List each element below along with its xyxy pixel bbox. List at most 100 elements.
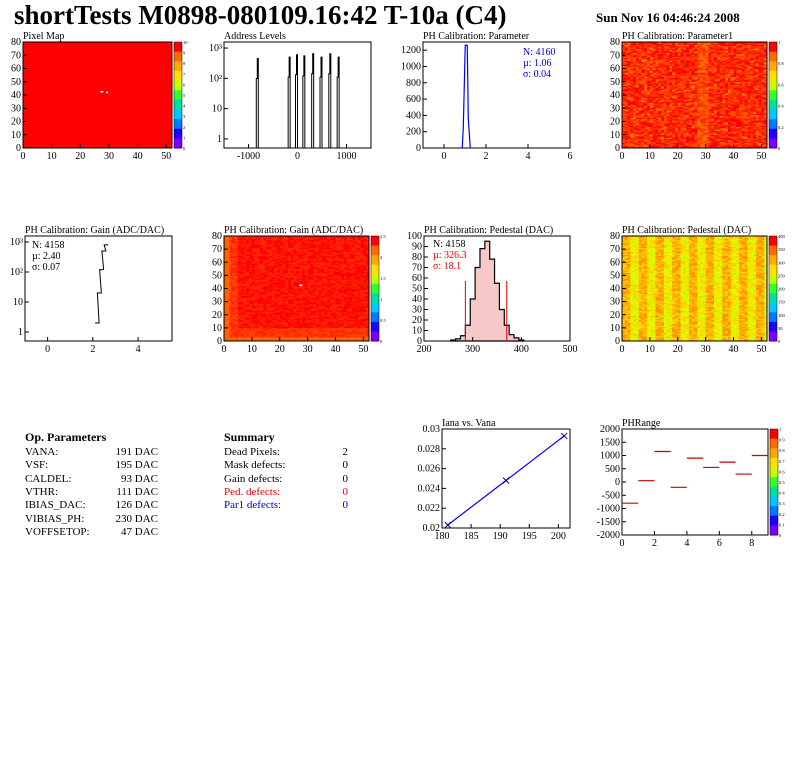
ph-cal-param1-cell — [655, 134, 659, 137]
ph-cal-param1-cell — [655, 67, 659, 69]
ph-cal-param1-cell — [758, 96, 762, 98]
ph-cal-param1-cell — [635, 118, 640, 121]
ph-cal-param1-cell — [722, 67, 726, 69]
ph-cal-param1-cell — [739, 60, 743, 63]
ph-cal-param1-cell — [739, 89, 743, 92]
ph-cal-param1-cell — [722, 121, 726, 124]
ph-cal-param1-ytick-label: 40 — [610, 90, 620, 101]
ph-cal-param1-ytick-label: 50 — [610, 77, 620, 88]
ph-cal-param1-cell — [686, 124, 690, 126]
ph-cal-param1-cell — [672, 145, 676, 147]
gain-map-cell — [243, 329, 247, 331]
ph-cal-param1-cell — [700, 137, 704, 140]
ph-cal-param1-cell — [658, 69, 662, 72]
ph-cal-param1-cell — [702, 144, 706, 146]
ph-cal-param1-cell — [663, 43, 667, 45]
ph-cal-param1-cell — [622, 136, 626, 138]
ph-cal-param1-cell — [661, 105, 665, 108]
ph-cal-param1-cell — [753, 109, 757, 112]
ph-cal-param1-cell — [661, 85, 665, 88]
ph-cal-param1-cell — [655, 122, 659, 125]
ph-cal-param1-cell — [708, 104, 712, 106]
ph-cal-param1-cell — [741, 43, 745, 45]
ph-cal-param1-cell — [711, 43, 715, 45]
ph-cal-param1-cell — [727, 48, 732, 51]
ph-cal-param1-cell — [688, 92, 693, 94]
ph-cal-param1-cell — [744, 129, 748, 132]
ph-cal-param1-cell — [666, 129, 670, 132]
ph-cal-param1-cell — [672, 80, 676, 83]
gain-map-cell — [237, 238, 242, 241]
ph-cal-param1-cell — [727, 117, 732, 120]
pixel-map-palette-cell — [174, 80, 182, 91]
ph-cal-param1-cell — [719, 98, 723, 101]
ph-cal-param1-cell — [711, 112, 715, 114]
ph-cal-param1-cell — [727, 92, 732, 94]
gain-map-cell — [232, 271, 236, 274]
ph-cal-param1-cell — [711, 105, 715, 108]
ph-cal-param1-cell — [739, 138, 743, 141]
ph-cal-param1-cell — [627, 47, 631, 49]
ph-cal-param1-cell — [736, 89, 740, 92]
gain-map-cell — [246, 322, 250, 325]
gain-map-cell — [224, 241, 228, 243]
ph-cal-param1-cell — [655, 128, 659, 130]
ph-cal-param1-cell — [686, 75, 690, 77]
address-levels-peak — [302, 55, 306, 148]
ph-cal-param1-cell — [669, 56, 673, 59]
ph-cal-param1-cell — [683, 52, 687, 55]
ph-cal-param1-cell — [739, 122, 743, 125]
ph-cal-param1-cell — [652, 89, 656, 92]
ph-cal-param1-cell — [691, 45, 695, 48]
ph-cal-param1-cell — [635, 108, 640, 110]
ph-cal-param1-cell — [722, 69, 726, 72]
ph-cal-param1-cell — [641, 60, 645, 63]
ph-cal-param1-cell — [666, 43, 670, 45]
gain-map-cell — [240, 247, 244, 250]
ph-cal-param1-cell — [630, 101, 634, 104]
ph-cal-param1-cell — [630, 57, 634, 60]
ph-cal-param1-cell — [677, 88, 681, 90]
ph-cal-param1-cell — [727, 144, 732, 146]
ph-cal-param1-cell — [716, 118, 720, 121]
ph-cal-param1-cell — [627, 44, 631, 47]
gain-map-cell — [226, 287, 230, 289]
ph-cal-param1-cell — [727, 134, 732, 137]
ph-cal-param1-cell — [680, 117, 684, 120]
ph-cal-param1-cell — [691, 105, 695, 108]
gain-map-cell — [224, 283, 228, 285]
ph-cal-param1-cell — [744, 51, 748, 53]
ph-cal-param1-cell — [753, 114, 757, 117]
ph-cal-param1-cell — [624, 69, 628, 72]
ph-cal-param1-cell — [641, 140, 645, 142]
ph-cal-param1-cell — [711, 110, 715, 113]
gain-map-cell — [232, 263, 236, 266]
gain-map-cell — [240, 285, 244, 288]
ph-cal-param1-cell — [649, 84, 653, 87]
ph-cal-param1-cell — [647, 67, 651, 69]
address-levels-title: Address Levels — [224, 31, 286, 42]
ph-cal-param1-cell — [708, 129, 712, 132]
ph-cal-param1-cell — [663, 122, 667, 125]
ph-cal-param1-cell — [758, 48, 762, 51]
gain-map-cell — [240, 276, 244, 279]
ph-cal-param1-cell — [719, 53, 723, 56]
ph-cal-param1-cell — [649, 117, 653, 120]
gain-map-cell — [229, 255, 233, 258]
ph-cal-param1-cell — [627, 117, 631, 120]
pixel-map-xtick-label: 0 — [21, 151, 26, 162]
ph-cal-param1-cell — [714, 141, 718, 143]
ph-cal-param1-cell — [666, 65, 670, 68]
ph-cal-param1-cell — [722, 125, 726, 128]
ph-cal-param1-cell — [727, 93, 732, 96]
ph-cal-param1-cell — [697, 113, 701, 116]
gain-map-cell — [229, 322, 233, 325]
ph-cal-param1-cell — [686, 144, 690, 146]
ph-cal-param1-cell — [727, 80, 732, 83]
ph-cal-param1-cell — [633, 57, 637, 60]
ph-cal-param1-cell — [655, 114, 659, 117]
ph-cal-param1-cell — [666, 106, 670, 109]
ph-cal-param1-cell — [705, 77, 709, 80]
ph-cal-param1-cell — [661, 92, 665, 94]
ph-cal-param1-cell — [697, 67, 701, 69]
